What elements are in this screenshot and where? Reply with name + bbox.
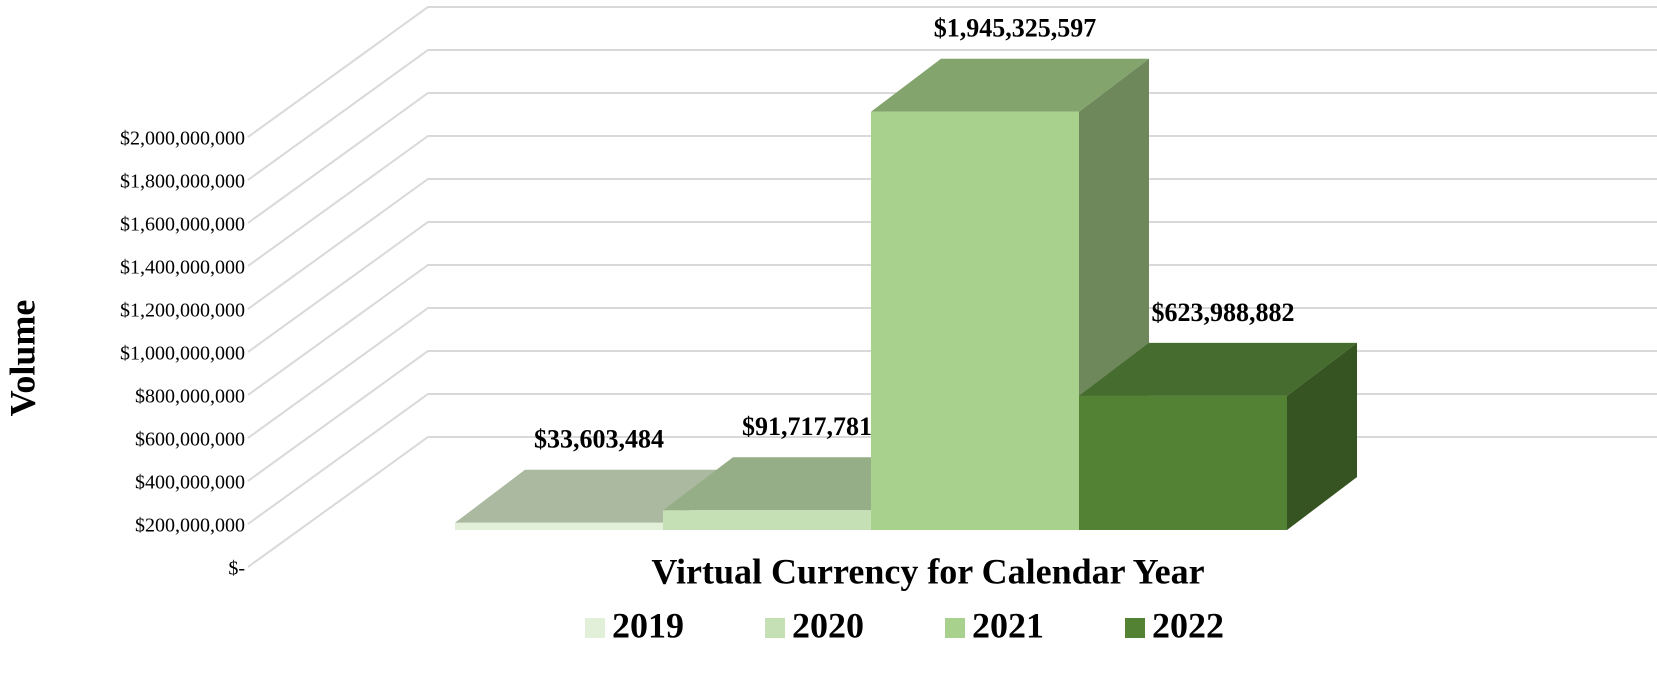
data-label: $91,717,781	[742, 412, 872, 441]
legend-label: 2021	[972, 605, 1044, 645]
grid-line	[247, 135, 1657, 267]
data-label: $33,603,484	[534, 425, 664, 454]
legend-swatch	[765, 618, 785, 638]
y-tick-label: $200,000,000	[135, 515, 245, 537]
grid-line	[247, 264, 1657, 396]
bar-top	[455, 469, 733, 523]
y-axis-title: Volume	[2, 300, 42, 417]
bar-top	[1079, 342, 1357, 396]
bar	[663, 510, 871, 530]
y-tick-label: $-	[228, 558, 245, 580]
bar-group	[1079, 342, 1357, 530]
y-tick-label: $1,000,000,000	[120, 343, 245, 365]
y-tick-label: $800,000,000	[135, 386, 245, 408]
grid-line	[247, 49, 1657, 181]
y-tick-label: $1,200,000,000	[120, 300, 245, 322]
bar-top-shade	[1079, 342, 1357, 396]
data-label: $1,945,325,597	[934, 14, 1097, 43]
legend-label: 2022	[1152, 605, 1224, 645]
y-tick-label: $1,800,000,000	[120, 171, 245, 193]
grid-line	[247, 92, 1657, 224]
bar-top-shade	[455, 469, 733, 523]
bar	[1079, 395, 1287, 530]
y-tick-label: $1,400,000,000	[120, 257, 245, 279]
bar-side	[1287, 342, 1357, 530]
bar-side-shade	[1287, 342, 1357, 530]
y-tick-label: $1,600,000,000	[120, 214, 245, 236]
legend-swatch	[1125, 618, 1145, 638]
bar-top-shade	[871, 58, 1149, 112]
legend-label: 2019	[612, 605, 684, 645]
grid-line	[247, 307, 1657, 439]
y-tick-label: $2,000,000,000	[120, 128, 245, 150]
legend-swatch	[945, 618, 965, 638]
x-axis-title: Virtual Currency for Calendar Year	[651, 551, 1204, 591]
data-label: $623,988,882	[1152, 298, 1295, 327]
y-tick-label: $600,000,000	[135, 429, 245, 451]
legend-label: 2020	[792, 605, 864, 645]
bar	[455, 522, 663, 530]
grid-line	[247, 178, 1657, 310]
y-tick-label: $400,000,000	[135, 472, 245, 494]
bar-top	[871, 58, 1149, 112]
grid-line	[247, 221, 1657, 353]
grid-line	[247, 6, 1657, 138]
legend-swatch	[585, 618, 605, 638]
bar	[871, 111, 1079, 530]
